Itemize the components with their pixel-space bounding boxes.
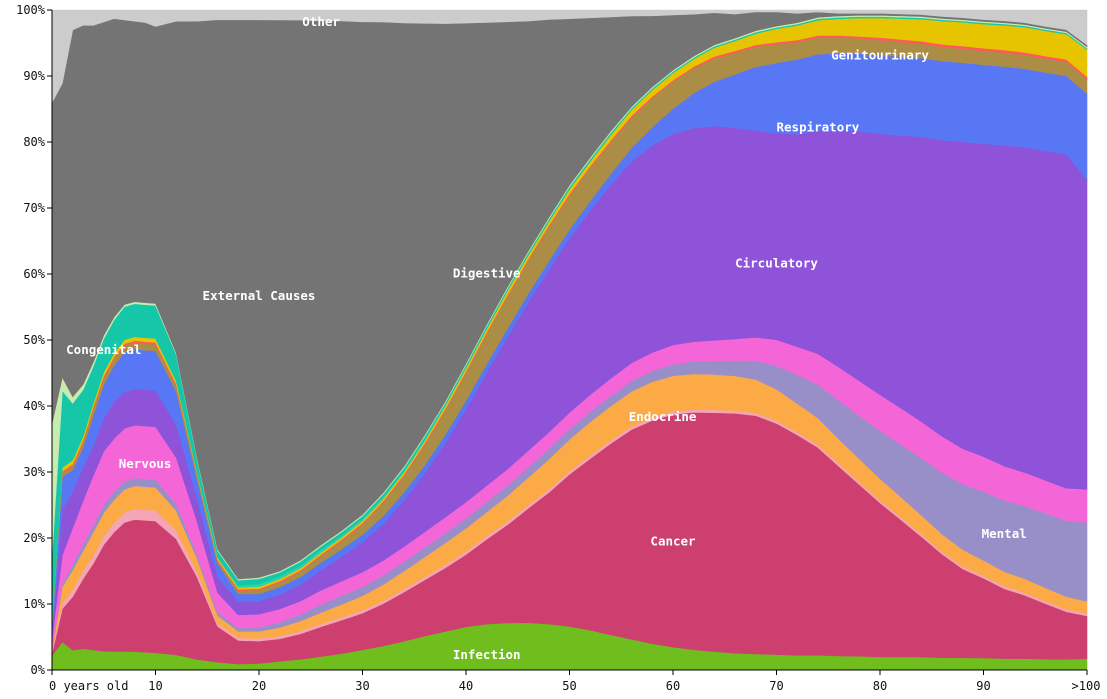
area-other: [51, 9, 1088, 103]
y-ticks: 0% 10% 20% 30% 40% 50% 60% 70% 80% 90% 100%: [16, 3, 52, 677]
y-tick-label: 60%: [23, 267, 45, 281]
area-layers: [51, 9, 1088, 671]
x-ticks: 0 years old 10 20 30 40 50 60 70 80 90 >100: [49, 670, 1100, 693]
x-tick-label: 10: [148, 679, 162, 693]
label-digestive: Digestive: [453, 265, 521, 280]
label-infection: Infection: [453, 647, 521, 662]
y-tick-label: 50%: [23, 333, 45, 347]
y-tick-label: 10%: [23, 597, 45, 611]
label-respiratory: Respiratory: [777, 120, 860, 135]
label-congenital: Congenital: [66, 342, 141, 357]
x-tick-label: 20: [252, 679, 266, 693]
label-nervous: Nervous: [119, 456, 172, 471]
label-external-causes: External Causes: [203, 288, 316, 303]
x-tick-label: 90: [976, 679, 990, 693]
x-tick-label: 40: [459, 679, 473, 693]
label-genitourinary: Genitourinary: [831, 48, 929, 63]
label-cancer: Cancer: [650, 533, 696, 548]
y-tick-label: 80%: [23, 135, 45, 149]
x-tick-label: 30: [355, 679, 369, 693]
y-tick-label: 100%: [16, 3, 46, 17]
y-tick-label: 20%: [23, 531, 45, 545]
y-tick-label: 0%: [31, 663, 46, 677]
y-tick-label: 30%: [23, 465, 45, 479]
area-labels: Infection Cancer Endocrine Mental Nervous Cir…: [66, 14, 1027, 662]
x-tick-label: 50: [562, 679, 576, 693]
x-tick-label: 70: [769, 679, 783, 693]
label-mental: Mental: [982, 526, 1027, 541]
x-tick-label: 60: [666, 679, 680, 693]
y-tick-label: 90%: [23, 69, 45, 83]
label-circulatory: Circulatory: [735, 255, 818, 270]
label-other: Other: [302, 14, 340, 29]
label-endocrine: Endocrine: [629, 409, 697, 424]
y-tick-label: 70%: [23, 201, 45, 215]
x-tick-label: >100: [1072, 679, 1101, 693]
x-tick-label: 0 years old: [49, 679, 128, 693]
y-tick-label: 40%: [23, 399, 45, 413]
x-tick-label: 80: [873, 679, 887, 693]
axes: 0 years old 10 20 30 40 50 60 70 80 90 >100 0% 10% 2…: [16, 3, 1100, 693]
